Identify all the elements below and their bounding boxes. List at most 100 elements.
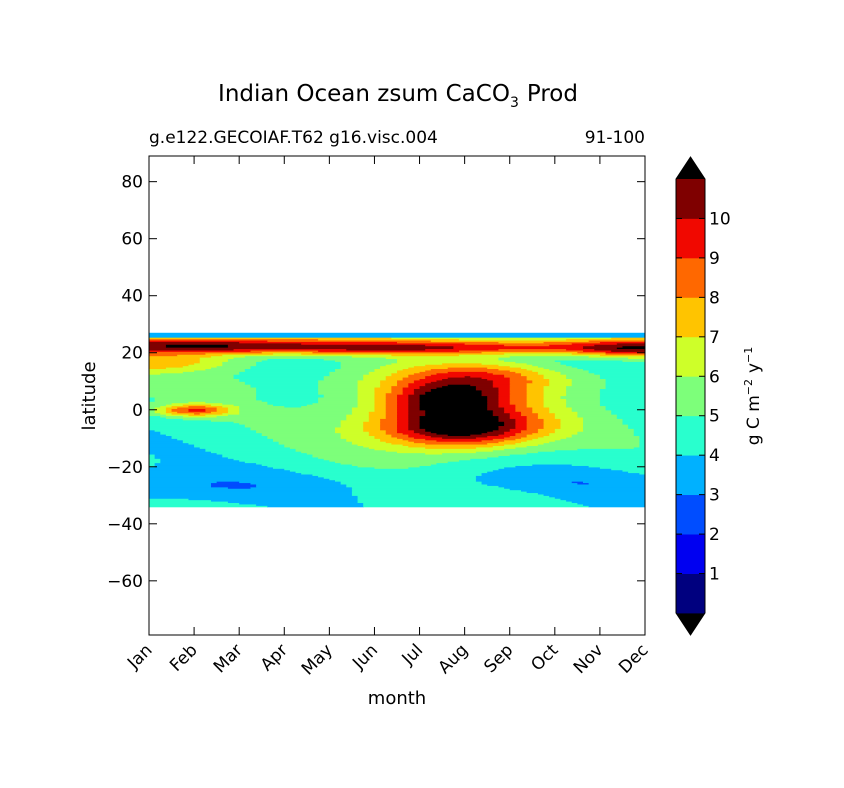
contour-cell	[182, 365, 218, 368]
contour-cell	[222, 354, 392, 357]
contour-cell	[397, 421, 409, 424]
contour-cell	[363, 505, 590, 508]
contour-cell	[521, 374, 545, 377]
contour-cell	[295, 449, 387, 452]
contour-cell	[504, 486, 645, 489]
contour-cell	[340, 482, 483, 485]
contour-cell	[154, 408, 167, 411]
contour-cell	[368, 416, 387, 419]
contour-cell	[549, 409, 573, 412]
contour-cell	[543, 418, 562, 421]
contour-cell	[368, 412, 387, 415]
contour-cell	[611, 409, 645, 412]
contour-cell	[391, 386, 404, 389]
contour-cell	[149, 503, 257, 506]
colorbar-extend-max	[676, 157, 705, 179]
colorbar-tick-label: 9	[709, 249, 720, 269]
contour-cell	[442, 452, 528, 455]
colorbar-tick-label: 3	[709, 486, 720, 506]
contour-cell	[509, 392, 528, 395]
contour-cell	[509, 428, 528, 431]
colorbar-segment	[676, 257, 705, 298]
contour-cell	[487, 371, 516, 374]
contour-cell	[256, 386, 319, 389]
contour-cell	[475, 478, 645, 481]
contour-cell	[149, 451, 212, 454]
contour-cell	[599, 341, 645, 344]
contour-cell	[149, 371, 184, 374]
contour-cell	[357, 401, 376, 404]
contour-cell	[267, 402, 314, 405]
contour-cell	[368, 446, 426, 449]
contour-cell	[160, 432, 263, 435]
contour-cell	[351, 409, 376, 412]
contour-cell	[419, 432, 438, 435]
contour-cell	[149, 334, 645, 337]
contour-cell	[566, 389, 601, 392]
contour-cell	[413, 372, 438, 375]
contour-cell	[504, 443, 539, 446]
contour-cell	[628, 357, 645, 360]
contour-cell	[160, 461, 246, 464]
contour-cell	[165, 416, 347, 419]
contour-cell	[205, 408, 218, 411]
chart-subtitle-left: g.e122.GECOIAF.T62 g16.visc.004	[149, 128, 438, 148]
contour-cell	[380, 426, 398, 429]
contour-cell	[160, 412, 173, 415]
contour-cell	[532, 406, 550, 409]
contour-cell	[222, 402, 268, 405]
contour-cell	[149, 341, 240, 344]
contour-cell	[543, 426, 562, 429]
contour-cell	[250, 349, 319, 352]
contour-cell	[419, 406, 488, 409]
contour-cell	[380, 385, 392, 388]
contour-cell	[509, 435, 528, 438]
contour-cell	[526, 405, 545, 408]
contour-cell	[532, 411, 550, 414]
contour-cell	[549, 406, 573, 409]
contour-cell	[526, 391, 545, 394]
contour-cell	[526, 376, 545, 379]
y-axis-label: latitude	[79, 361, 100, 430]
contour-cell	[509, 395, 528, 398]
contour-cell	[481, 351, 578, 354]
contour-cell	[329, 459, 460, 462]
contour-cell	[419, 421, 505, 424]
contour-cell	[605, 352, 645, 355]
contour-cell	[160, 459, 240, 462]
contour-cell	[453, 345, 584, 348]
contour-cell	[583, 428, 635, 431]
contour-cell	[154, 399, 263, 402]
contour-cell	[368, 411, 387, 414]
contour-cell	[149, 496, 359, 499]
contour-cell	[149, 395, 257, 398]
contour-cell	[149, 359, 201, 362]
contour-cell	[498, 368, 528, 371]
contour-cell	[566, 348, 595, 351]
contour-cell	[549, 433, 573, 437]
contour-cell	[165, 408, 173, 411]
contour-cell	[566, 374, 601, 377]
contour-cell	[397, 436, 415, 439]
contour-cell	[408, 428, 426, 431]
contour-cell	[149, 419, 212, 422]
contour-cell	[177, 411, 212, 414]
contour-cell	[408, 396, 421, 399]
contour-cell	[470, 384, 494, 387]
colorbar-tick-label: 1	[709, 565, 720, 585]
contour-cell	[335, 428, 364, 431]
contour-cell	[154, 455, 223, 458]
contour-cell	[380, 366, 409, 370]
contour-cell	[425, 344, 505, 347]
contour-cell	[543, 421, 562, 424]
contour-cell	[599, 394, 645, 397]
contour-cell	[149, 483, 212, 486]
contour-cell	[639, 439, 645, 442]
contour-cell	[374, 395, 387, 398]
contour-cell	[165, 409, 173, 412]
contour-cell	[261, 433, 342, 437]
contour-cell	[447, 461, 645, 464]
contour-cell	[149, 388, 257, 391]
contour-cell	[368, 371, 398, 374]
contour-cell	[492, 409, 505, 412]
